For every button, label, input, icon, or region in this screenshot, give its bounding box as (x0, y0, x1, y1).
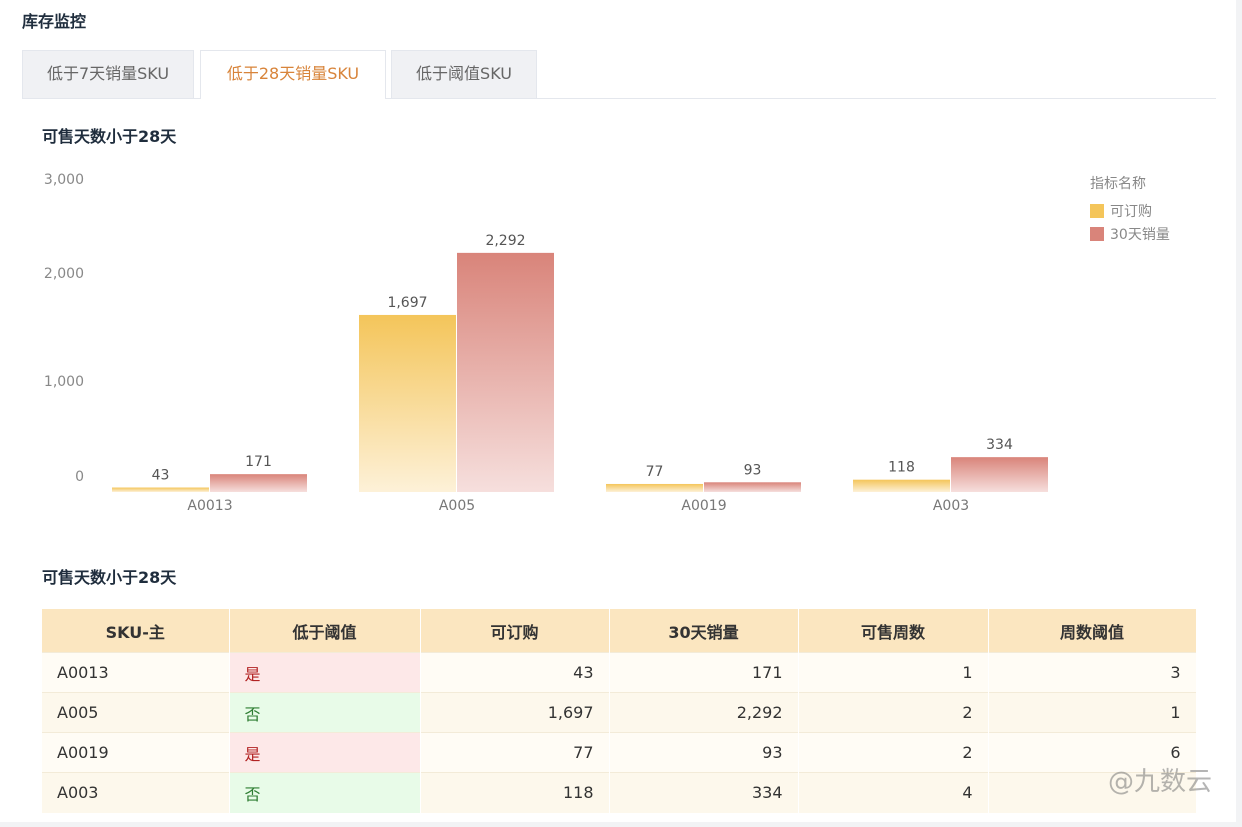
bar-30day-sales-a005[interactable] (457, 252, 554, 492)
bar-30day-sales-a003[interactable] (951, 457, 1048, 492)
table-row: A005 否 1,697 2,292 2 1 (42, 692, 1197, 733)
cell-orderable: 43 (420, 652, 610, 693)
header-30day-sales[interactable]: 30天销量 (609, 609, 799, 653)
cell-below-threshold: 否 (229, 772, 421, 813)
bar-orderable-a003[interactable] (853, 479, 950, 492)
chart-section-title: 可售天数小于28天 (42, 127, 177, 146)
data-label: 2,292 (485, 233, 525, 249)
header-week-threshold[interactable]: 周数阈值 (988, 609, 1197, 653)
data-label: 118 (888, 460, 915, 476)
x-tick-label: A005 (439, 498, 475, 514)
data-label: 77 (646, 464, 664, 480)
cell-orderable: 1,697 (420, 692, 610, 733)
table-header-row: SKU-主 低于阈值 可订购 30天销量 可售周数 周数阈值 (42, 609, 1197, 653)
legend-label-30day-sales: 30天销量 (1110, 226, 1170, 243)
tab-bar: 低于7天销量SKU 低于28天销量SKU 低于阈值SKU (22, 50, 1216, 99)
cell-week-threshold: 3 (988, 652, 1197, 693)
cell-orderable: 77 (420, 732, 610, 773)
legend-label-orderable: 可订购 (1110, 203, 1152, 220)
cell-week-threshold: 6 (988, 732, 1197, 773)
cell-sellable-weeks: 1 (798, 652, 989, 693)
cell-below-threshold: 是 (229, 732, 421, 773)
table-row: A003 否 118 334 4 (42, 772, 1197, 813)
y-tick-label: 2,000 (44, 266, 84, 282)
cell-sellable-weeks: 2 (798, 692, 989, 733)
header-below-threshold[interactable]: 低于阈值 (229, 609, 421, 653)
bar-30day-sales-a0013[interactable] (210, 474, 307, 492)
watermark: @九数云 (1107, 767, 1212, 797)
cell-below-threshold: 是 (229, 652, 421, 693)
x-tick-label: A0013 (187, 498, 232, 514)
cell-sellable-weeks: 2 (798, 732, 989, 773)
data-label: 334 (986, 437, 1013, 453)
cell-sellable-weeks: 4 (798, 772, 989, 813)
header-sku[interactable]: SKU-主 (42, 609, 230, 653)
cell-sku: A005 (42, 692, 230, 733)
page-title: 库存监控 (22, 12, 87, 31)
cell-week-threshold (988, 772, 1197, 813)
cell-orderable: 118 (420, 772, 610, 813)
cell-below-threshold: 否 (229, 692, 421, 733)
bar-orderable-a005[interactable] (359, 314, 456, 492)
bar-orderable-a0019[interactable] (606, 483, 703, 492)
data-label: 171 (245, 454, 272, 470)
cell-week-threshold: 1 (988, 692, 1197, 733)
x-tick-label: A003 (933, 498, 969, 514)
data-label: 93 (744, 462, 762, 478)
header-sellable-weeks[interactable]: 可售周数 (798, 609, 989, 653)
data-label: 1,697 (387, 295, 427, 311)
y-tick-label: 0 (75, 469, 84, 485)
legend-item-orderable[interactable]: 可订购 (1090, 199, 1170, 222)
table-row: A0013 是 43 171 1 3 (42, 652, 1197, 693)
table-row: A0019 是 77 93 2 6 (42, 732, 1197, 773)
cell-sku: A0019 (42, 732, 230, 773)
cell-sku: A003 (42, 772, 230, 813)
data-label: 43 (152, 468, 170, 484)
bar-orderable-a0013[interactable] (112, 487, 209, 492)
tab-below-7day-sku[interactable]: 低于7天销量SKU (22, 50, 194, 98)
cell-30day-sales: 93 (609, 732, 799, 773)
tab-below-28day-sku[interactable]: 低于28天销量SKU (200, 50, 386, 99)
header-orderable[interactable]: 可订购 (420, 609, 610, 653)
bar-chart: 0 1,000 2,000 3,000 43 171 A0013 1,697 2,292 A005… (44, 172, 1048, 514)
chart-legend: 指标名称 可订购 30天销量 (1090, 173, 1170, 245)
x-tick-label: A0019 (681, 498, 726, 514)
cell-sku: A0013 (42, 652, 230, 693)
legend-swatch-orderable (1090, 203, 1104, 218)
table-section-title: 可售天数小于28天 (42, 568, 177, 587)
y-tick-label: 3,000 (44, 172, 84, 188)
sku-table: SKU-主 低于阈值 可订购 30天销量 可售周数 周数阈值 A0013 是 4… (42, 609, 1197, 813)
tab-below-threshold-sku[interactable]: 低于阈值SKU (391, 50, 537, 98)
legend-item-30day-sales[interactable]: 30天销量 (1090, 222, 1170, 245)
cell-30day-sales: 334 (609, 772, 799, 813)
cell-30day-sales: 2,292 (609, 692, 799, 733)
y-tick-label: 1,000 (44, 374, 84, 390)
legend-title: 指标名称 (1090, 176, 1146, 192)
cell-30day-sales: 171 (609, 652, 799, 693)
legend-swatch-30day-sales (1090, 226, 1104, 241)
bar-30day-sales-a0019[interactable] (704, 482, 801, 492)
